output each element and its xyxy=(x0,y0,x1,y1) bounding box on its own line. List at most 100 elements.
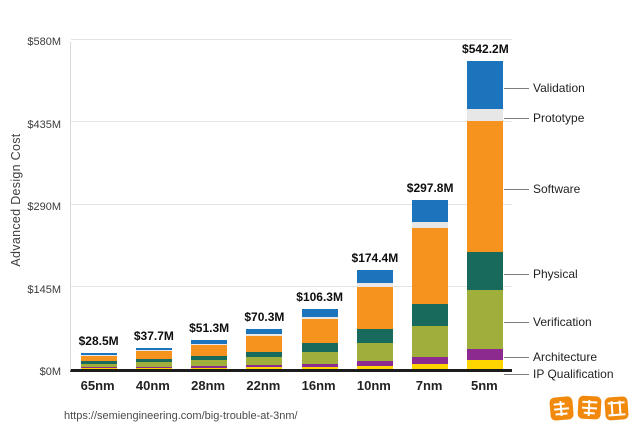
segment-prototype xyxy=(301,316,338,320)
bar-28nm: $51.3M xyxy=(189,321,229,369)
bar-total-label: $51.3M xyxy=(189,320,230,335)
legend-label-software: Software xyxy=(533,182,581,197)
legend-connector-line xyxy=(504,322,529,324)
y-tick-label: $145M xyxy=(27,283,61,296)
segment-validation xyxy=(80,352,117,355)
legend-connector-line xyxy=(504,87,529,89)
segment-prototype xyxy=(246,334,283,337)
segment-software xyxy=(246,336,283,352)
segment-ip-qualification xyxy=(191,367,228,369)
segment-ip-qualification xyxy=(467,359,504,369)
segment-validation xyxy=(191,339,228,344)
legend-connector-line xyxy=(504,273,529,275)
segment-architecture xyxy=(301,363,338,367)
segment-software xyxy=(80,355,117,362)
x-tick-label-22nm: 22nm xyxy=(246,378,281,393)
x-tick-label-40nm: 40nm xyxy=(135,378,170,393)
bar-65nm: $28.5M xyxy=(79,334,119,369)
segment-software xyxy=(191,344,228,356)
segment-ip-qualification xyxy=(356,365,393,369)
segment-prototype xyxy=(191,343,228,345)
y-tick-label: $435M xyxy=(27,118,61,131)
segment-physical xyxy=(80,361,117,364)
segment-prototype xyxy=(135,350,172,352)
segment-validation xyxy=(412,199,449,223)
segment-ip-qualification xyxy=(246,367,283,369)
segment-verification xyxy=(412,325,449,357)
segment-validation xyxy=(356,269,393,284)
gridline xyxy=(71,286,512,287)
watermark-logo xyxy=(548,387,632,432)
gridline xyxy=(71,203,512,205)
segment-software xyxy=(467,120,504,252)
bar-total-label: $37.7M xyxy=(133,328,174,343)
x-tick-label-5nm: 5nm xyxy=(471,378,498,393)
bar-total-label: $106.3M xyxy=(296,289,343,304)
x-tick-label-10nm: 10nm xyxy=(356,378,391,393)
gridline xyxy=(71,121,512,122)
segment-ip-qualification xyxy=(80,368,117,369)
segment-validation xyxy=(135,347,172,351)
segment-software xyxy=(135,351,172,360)
legend-connector-line xyxy=(504,118,529,120)
segment-architecture xyxy=(412,356,449,364)
bar-5nm: $542.2M xyxy=(462,42,509,369)
x-tick-label-65nm: 65nm xyxy=(80,378,115,393)
legend-label-validation: Validation xyxy=(533,80,585,95)
segment-architecture xyxy=(356,361,393,366)
y-tick-label: $290M xyxy=(27,201,61,213)
segment-verification xyxy=(467,289,504,349)
legend-connector-line xyxy=(504,189,529,191)
bar-22nm: $70.3M xyxy=(244,310,284,369)
legend-connector-line xyxy=(504,374,529,376)
segment-architecture xyxy=(135,366,172,368)
segment-validation xyxy=(467,60,504,110)
legend-label-architecture: Architecture xyxy=(533,350,598,365)
segment-prototype xyxy=(467,109,504,121)
y-tick-label: $580M xyxy=(27,36,61,48)
segment-architecture xyxy=(467,348,504,360)
segment-architecture xyxy=(191,366,228,368)
bar-total-label: $28.5M xyxy=(78,333,119,348)
segment-prototype xyxy=(356,283,393,288)
segment-ip-qualification xyxy=(412,363,449,369)
segment-software xyxy=(412,228,449,304)
segment-verification xyxy=(246,357,283,366)
segment-physical xyxy=(412,303,449,326)
watermark-graphic xyxy=(549,395,629,421)
bar-10nm: $174.4M xyxy=(352,251,398,369)
segment-verification xyxy=(356,342,393,362)
segment-verification xyxy=(191,360,228,367)
y-tick-label: $0M xyxy=(39,366,61,378)
segment-physical xyxy=(135,359,172,363)
segment-validation xyxy=(246,329,283,335)
bar-total-label: $297.8M xyxy=(406,180,454,195)
legend-label-prototype: Prototype xyxy=(533,111,585,126)
segment-physical xyxy=(467,251,504,290)
segment-software xyxy=(356,287,393,330)
bar-total-label: $174.4M xyxy=(351,250,399,265)
x-tick-label-28nm: 28nm xyxy=(191,378,226,393)
segment-verification xyxy=(135,362,172,367)
x-tick-label-7nm: 7nm xyxy=(415,378,443,393)
segment-physical xyxy=(301,343,338,352)
legend-label-verification: Verification xyxy=(533,315,592,330)
segment-prototype xyxy=(80,354,117,356)
segment-physical xyxy=(356,329,393,343)
source-url: https://semiengineering.com/big-trouble-… xyxy=(64,410,298,422)
bar-7nm: $297.8M xyxy=(407,181,453,369)
segment-software xyxy=(301,319,338,344)
segment-physical xyxy=(246,351,283,358)
legend-connector-line xyxy=(504,357,529,359)
segment-verification xyxy=(301,351,338,364)
legend-label-physical: Physical xyxy=(533,266,578,281)
gridline xyxy=(71,38,512,40)
segment-prototype xyxy=(412,222,449,229)
segment-ip-qualification xyxy=(301,366,338,369)
segment-verification xyxy=(80,363,117,368)
bar-total-label: $542.2M xyxy=(462,41,509,56)
segment-physical xyxy=(191,355,228,361)
y-axis-title: Advanced Design Cost xyxy=(9,133,23,267)
bar-40nm: $37.7M xyxy=(134,329,174,369)
